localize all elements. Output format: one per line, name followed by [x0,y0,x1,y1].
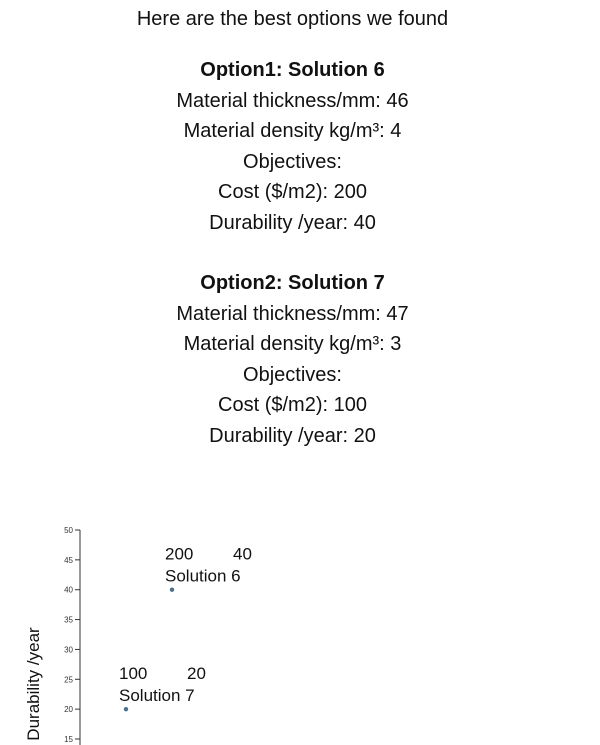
point-cost-label: 200 [165,545,193,564]
data-point-group: 200 40 Solution 6 [165,545,252,592]
point-durability-label: 40 [233,545,252,564]
point-durability-label: 20 [187,664,206,683]
y-tick-label: 20 [64,705,73,714]
data-point [169,587,175,592]
y-tick-label: 25 [64,675,73,684]
option-title: Option1: Solution 6 [200,59,385,81]
thickness-value: Material thickness/mm: 46 [176,89,409,112]
data-point [123,706,129,712]
durability-value: Durability /year: 40 [209,211,376,234]
cost-value: Cost ($/m2): 100 [218,394,367,416]
point-name-label: Solution 7 [119,686,195,705]
y-tick-label: 50 [64,526,73,535]
point-cost-label: 100 [119,664,147,683]
scatter-chart: 15 20 25 30 35 40 45 50 Durability /year 200 40 S… [24,526,252,745]
option-card-1: Option1: Solution 6 Material thickness/m… [0,55,585,238]
cost-value: Cost ($/m2): 200 [218,181,367,203]
y-tick-label: 30 [64,645,73,654]
y-tick-label: 35 [64,616,73,625]
y-tick-label: 45 [64,556,73,565]
option-title: Option2: Solution 7 [200,272,385,294]
objectives-label: Objectives: [243,363,342,386]
point-name-label: Solution 6 [165,567,241,586]
density-value: Material density kg/m³: 4 [183,120,402,142]
density-value: Material density kg/m³: 3 [183,333,402,355]
y-axis: 15 20 25 30 35 40 45 50 [64,526,81,745]
y-axis-label: Durability /year [24,627,43,741]
data-points: 200 40 Solution 6 100 20 Solution 7 [119,545,252,712]
results-heading: Here are the best options we found [136,8,449,30]
option-card-2: Option2: Solution 7 Material thickness/m… [0,268,585,451]
durability-value: Durability /year: 20 [209,424,376,447]
y-tick-label: 40 [64,586,73,595]
objectives-label: Objectives: [243,150,342,173]
data-point-group: 100 20 Solution 7 [119,664,206,712]
thickness-value: Material thickness/mm: 47 [176,302,409,325]
y-tick-label: 15 [64,735,73,744]
